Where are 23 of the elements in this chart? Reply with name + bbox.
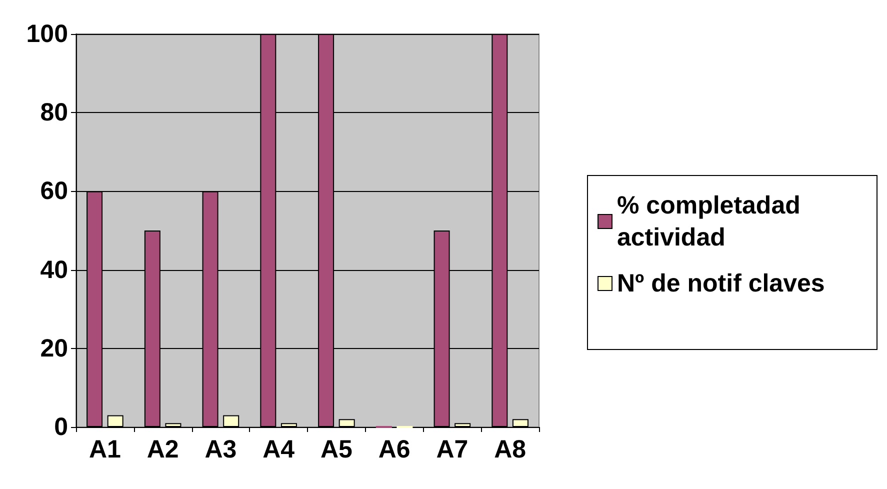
x-tick-label: A4: [262, 436, 295, 464]
bar: [454, 423, 471, 427]
y-tick-label: 100: [26, 20, 68, 48]
bar: [512, 419, 528, 427]
x-tick-label: A1: [88, 436, 122, 464]
bar: [165, 423, 182, 427]
y-tick-label: 60: [40, 177, 68, 206]
bar: [223, 415, 240, 427]
bar: [280, 423, 297, 427]
y-tick-label: 0: [54, 413, 68, 441]
y-tick-label: 20: [40, 334, 68, 362]
bar: [338, 419, 355, 427]
y-tick-label: 40: [40, 256, 68, 284]
x-tick-label: A8: [494, 436, 526, 464]
legend-label: Nº de notif claves: [617, 270, 825, 298]
legend-label: % completadad actividad: [617, 192, 808, 252]
x-tick-label: A7: [436, 436, 468, 464]
bar: [107, 415, 124, 427]
x-tick-label: A2: [146, 436, 179, 464]
y-tick-label: 80: [40, 98, 68, 127]
x-tick-label: A5: [320, 436, 353, 464]
x-tick-label: A3: [204, 436, 237, 464]
x-tick-label: A6: [378, 436, 410, 464]
